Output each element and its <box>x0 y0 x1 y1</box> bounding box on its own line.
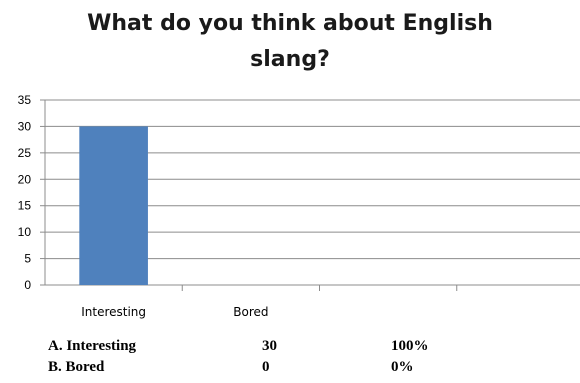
summary-percent: 100% <box>391 338 429 354</box>
chart-title: What do you think about English slang? <box>0 6 580 78</box>
x-category-label: Bored <box>233 305 268 319</box>
summary-count: 0 <box>262 359 270 375</box>
y-tick-label: 20 <box>18 172 32 186</box>
bar-chart: 0 5 10 15 20 25 30 35 Interesting Bored <box>18 93 580 319</box>
chart-title-line-2: slang? <box>250 47 330 72</box>
summary-row-a: A. Interesting 30 100% <box>48 338 568 359</box>
y-tick-label: 25 <box>18 146 32 160</box>
bar <box>79 126 148 285</box>
y-tick-label: 10 <box>18 225 32 239</box>
y-tick-label: 30 <box>18 119 32 133</box>
summary-table: A. Interesting 30 100% B. Bored 0 0% <box>48 338 568 380</box>
summary-row-b: B. Bored 0 0% <box>48 359 568 380</box>
chart-title-line-1: What do you think about English <box>87 11 493 36</box>
summary-label: B. Bored <box>48 359 105 375</box>
summary-label: A. Interesting <box>48 338 137 354</box>
y-tick-label: 0 <box>24 278 31 292</box>
y-tick-label: 5 <box>24 252 31 266</box>
y-tick-label: 35 <box>18 93 32 107</box>
y-tick-label: 15 <box>18 199 32 213</box>
x-category-label: Interesting <box>81 305 146 319</box>
summary-count: 30 <box>262 338 277 354</box>
summary-percent: 0% <box>391 359 414 375</box>
